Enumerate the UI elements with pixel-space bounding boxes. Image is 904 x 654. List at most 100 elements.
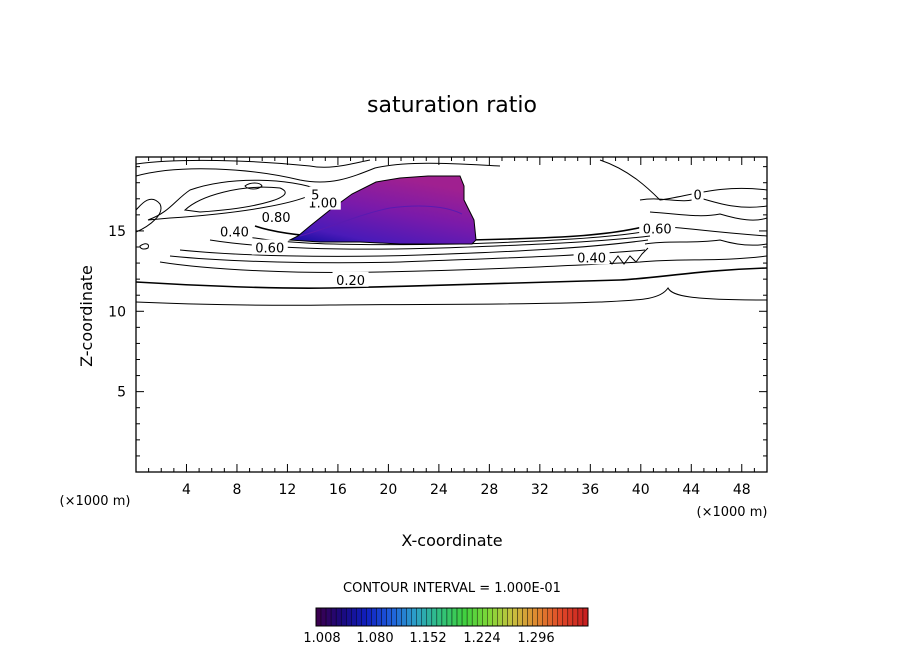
colorbar-segment <box>416 607 422 627</box>
colorbar <box>315 607 589 627</box>
contour-label-bg <box>573 249 610 265</box>
colorbar-segment <box>346 607 352 627</box>
contour-line <box>136 159 371 168</box>
x-tick-label: 40 <box>632 482 650 498</box>
colorbar-segment <box>476 607 483 627</box>
x-tick-label: 48 <box>733 482 751 498</box>
colorbar-segment <box>401 607 407 627</box>
colorbar-segment <box>451 607 458 627</box>
colorbar-segment <box>512 607 518 627</box>
colorbar-tick-label: 1.008 <box>303 631 340 646</box>
contour-label-bg <box>332 271 369 287</box>
contour-label: 0.20 <box>336 274 365 289</box>
colorbar-segment <box>335 607 342 627</box>
colorbar-segment <box>492 607 498 627</box>
x-axis-unit-right: (×1000 m) <box>697 505 768 520</box>
chart-title: saturation ratio <box>367 93 537 118</box>
colorbar-segment <box>340 607 347 627</box>
contour-label-bg <box>258 209 295 225</box>
contour-line <box>139 243 149 250</box>
contour-label: 0.40 <box>220 226 249 241</box>
x-axis-label: X-coordinate <box>401 531 502 550</box>
colorbar-segment <box>330 607 337 627</box>
colorbar-segment <box>396 607 402 627</box>
colorbar-tick-label: 1.080 <box>356 631 393 646</box>
colorbar-segment <box>532 607 538 627</box>
colorbar-segment <box>386 607 392 627</box>
x-tick-label: 44 <box>682 482 700 498</box>
contour-label: 5 <box>311 189 319 204</box>
colorbar-segment <box>497 607 503 627</box>
colorbar-segment <box>552 607 558 627</box>
colorbar-segment <box>436 607 443 627</box>
colorbar-segment <box>557 607 564 627</box>
y-tick-label: 10 <box>108 304 126 320</box>
colorbar-segment <box>461 607 468 627</box>
x-tick-label: 12 <box>279 482 297 498</box>
colorbar-tick-label: 1.296 <box>517 631 554 646</box>
contour-line <box>159 255 767 273</box>
x-tick-label: 28 <box>480 482 498 498</box>
colorbar-segment <box>366 607 372 627</box>
x-tick-label: 24 <box>430 482 448 498</box>
x-tick-label: 36 <box>581 482 599 498</box>
contour-label-bg <box>639 220 676 236</box>
contour-line <box>183 186 286 213</box>
colorbar-segment <box>502 607 508 627</box>
x-tick-label: 32 <box>531 482 549 498</box>
colorbar-segment <box>567 607 574 627</box>
colorbar-segment <box>527 607 533 627</box>
colorbar-segment <box>406 607 412 627</box>
colorbar-segment <box>517 607 523 627</box>
contour-line <box>147 179 322 221</box>
contour-label: 0.60 <box>255 242 284 257</box>
colorbar-segment <box>376 607 382 627</box>
colorbar-segment <box>446 607 453 627</box>
colorbar-segment <box>562 607 569 627</box>
colorbar-segment <box>471 607 478 627</box>
contour-label: 0 <box>693 189 701 204</box>
contour-line <box>599 159 767 201</box>
colorbar-tick-label: 1.152 <box>409 631 446 646</box>
colorbar-segment <box>356 607 362 627</box>
contour-line <box>136 267 767 289</box>
x-axis-unit-left: (×1000 m) <box>60 494 131 509</box>
contour-line <box>136 198 162 233</box>
y-tick-label: 5 <box>117 385 126 401</box>
contour-line <box>179 239 649 257</box>
colorbar-segment <box>371 607 377 627</box>
contour-line <box>644 239 767 246</box>
x-tick-label: 4 <box>182 482 191 498</box>
y-axis-label: Z-coordinate <box>77 265 96 367</box>
colorbar-segment <box>421 607 428 627</box>
contour-label-bg <box>251 239 288 255</box>
contour-label: 0.40 <box>577 251 606 266</box>
colorbar-segment <box>381 607 387 627</box>
colorbar-segment <box>431 607 438 627</box>
colorbar-segment <box>572 607 579 627</box>
contour-label-bg <box>216 223 253 239</box>
colorbar-segment <box>582 607 589 627</box>
colorbar-segment <box>507 607 513 627</box>
contour-label-bg <box>691 186 704 202</box>
contour-label: 0.60 <box>643 222 672 237</box>
colorbar-segment <box>487 607 493 627</box>
colorbar-segment <box>315 607 322 627</box>
contour-label-bg <box>309 186 322 202</box>
x-tick-label: 16 <box>329 482 347 498</box>
colorbar-segment <box>577 607 584 627</box>
colorbar-tick-label: 1.224 <box>463 631 500 646</box>
colorbar-segment <box>547 607 553 627</box>
colorbar-segment <box>320 607 327 627</box>
colorbar-segment <box>466 607 473 627</box>
colorbar-segment <box>426 607 433 627</box>
colorbar-segment <box>441 607 448 627</box>
colorbar-segment <box>456 607 463 627</box>
contour-label: 0.80 <box>262 211 291 226</box>
colorbar-segment <box>537 607 543 627</box>
colorbar-segment <box>361 607 367 627</box>
x-tick-label: 8 <box>232 482 241 498</box>
contour-line <box>649 211 767 221</box>
y-tick-label: 15 <box>108 224 126 240</box>
colorbar-segment <box>411 607 417 627</box>
